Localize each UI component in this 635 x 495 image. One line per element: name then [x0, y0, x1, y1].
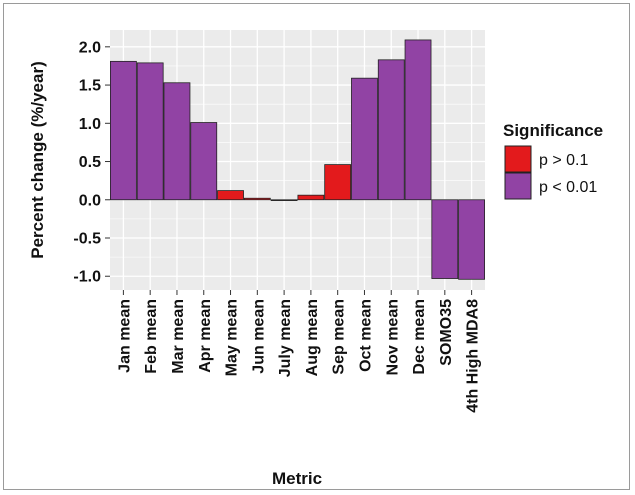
x-tick-label: Dec mean	[411, 299, 428, 375]
x-tick-label: July mean	[277, 299, 294, 377]
bar-4th-high-mda8	[459, 200, 485, 280]
x-tick-label: May mean	[224, 299, 241, 376]
x-tick-label: Feb mean	[143, 299, 160, 374]
bar-feb-mean	[137, 63, 163, 200]
legend-swatch-p-lt-0-01	[505, 173, 531, 199]
bar-sep-mean	[325, 165, 351, 200]
x-tick-label: Nov mean	[384, 299, 401, 375]
legend-label-p-lt-0-01: p < 0.01	[539, 179, 597, 196]
bar-jun-mean	[244, 198, 270, 200]
legend: Significance p > 0.1 p < 0.01	[503, 121, 603, 199]
y-tick-label: -1.0	[73, 269, 101, 286]
y-axis-title: Percent change (%/year)	[28, 61, 47, 258]
y-tick-label: 0.0	[79, 192, 101, 209]
y-tick-label: 2.0	[79, 39, 101, 56]
bar-jan-mean	[110, 61, 136, 199]
bar-mar-mean	[164, 83, 190, 200]
bar-aug-mean	[298, 195, 324, 200]
y-tick-label: -0.5	[73, 231, 101, 248]
y-tick-label: 1.5	[79, 78, 101, 95]
x-tick-label: Jun mean	[250, 299, 267, 374]
bar-july-mean	[271, 200, 297, 201]
legend-title: Significance	[503, 121, 603, 140]
x-tick-label: Mar mean	[170, 299, 187, 374]
y-tick-label: 0.5	[79, 154, 101, 171]
x-tick-label: Oct mean	[357, 299, 374, 372]
y-tick-label: 1.0	[79, 116, 101, 133]
x-tick-label: Jan mean	[116, 299, 133, 373]
x-tick-label: SOMO35	[438, 299, 455, 366]
bar-may-mean	[218, 191, 244, 200]
bar-oct-mean	[351, 78, 377, 200]
bar-nov-mean	[378, 60, 404, 200]
legend-label-p-gt-0-1: p > 0.1	[539, 152, 588, 169]
x-tick-label: 4th High MDA8	[465, 299, 482, 413]
bar-dec-mean	[405, 40, 431, 200]
x-axis-title: Metric	[272, 469, 322, 488]
legend-swatch-p-gt-0-1	[505, 146, 531, 172]
bar-somo35	[432, 200, 458, 279]
bar-apr-mean	[191, 123, 217, 200]
x-tick-label: Sep mean	[331, 299, 348, 375]
x-tick-label: Apr mean	[197, 299, 214, 373]
x-tick-label: Aug mean	[304, 299, 321, 376]
